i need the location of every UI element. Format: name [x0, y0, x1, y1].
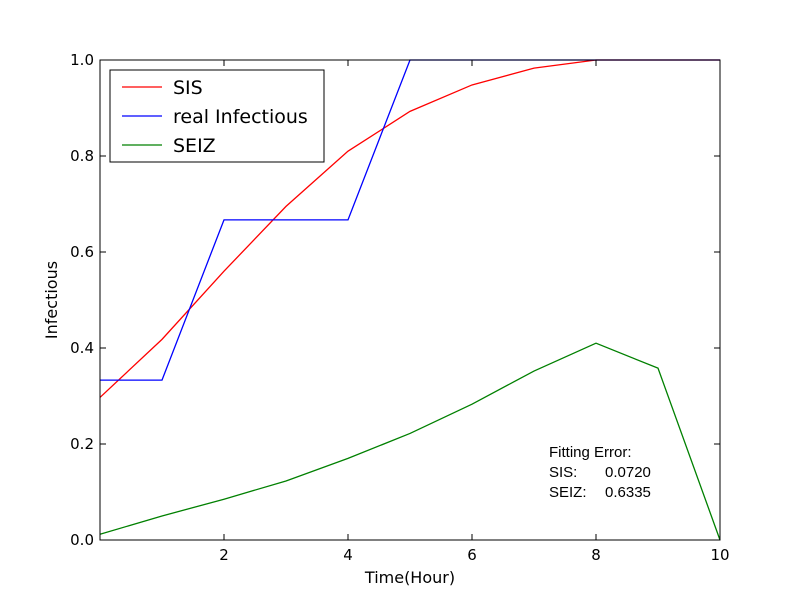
x-tick-label: 10: [710, 546, 729, 564]
x-tick-label: 4: [343, 546, 353, 564]
axis-tick-labels: 2 4 6 8 10 0.0 0.2 0.4 0.6 0.8 1.0: [70, 51, 729, 564]
y-tick-label: 0.2: [70, 435, 94, 453]
y-tick-label: 0.6: [70, 243, 94, 261]
annotation-seiz-label: SEIZ:: [549, 484, 587, 501]
fitting-error-annotation: Fitting Error: SIS: 0.0720 SEIZ: 0.6335: [549, 444, 651, 501]
axis-ticks: [100, 59, 721, 541]
x-axis-label: Time(Hour): [364, 568, 455, 587]
y-tick-label: 0.0: [70, 531, 94, 549]
legend-label: SIS: [173, 77, 203, 99]
series-line-seiz: [99, 342, 721, 541]
x-tick-label: 6: [467, 546, 477, 564]
x-tick-label: 8: [591, 546, 601, 564]
y-tick-label: 0.4: [70, 339, 94, 357]
annotation-sis-label: SIS:: [549, 464, 577, 481]
annotation-sis-value: 0.0720: [605, 464, 651, 481]
y-axis-label: Infectious: [42, 261, 61, 339]
legend-label: real Infectious: [173, 106, 308, 128]
plot-frame: [99, 59, 721, 541]
annotation-title: Fitting Error:: [549, 444, 632, 461]
y-tick-label: 0.8: [70, 147, 94, 165]
legend-entries: SIS real Infectious SEIZ: [122, 77, 308, 157]
y-tick-label: 1.0: [70, 51, 94, 69]
legend-label: SEIZ: [173, 135, 216, 157]
x-tick-label: 2: [219, 546, 229, 564]
legend: SIS real Infectious SEIZ: [109, 69, 325, 163]
annotation-seiz-value: 0.6335: [605, 484, 651, 501]
